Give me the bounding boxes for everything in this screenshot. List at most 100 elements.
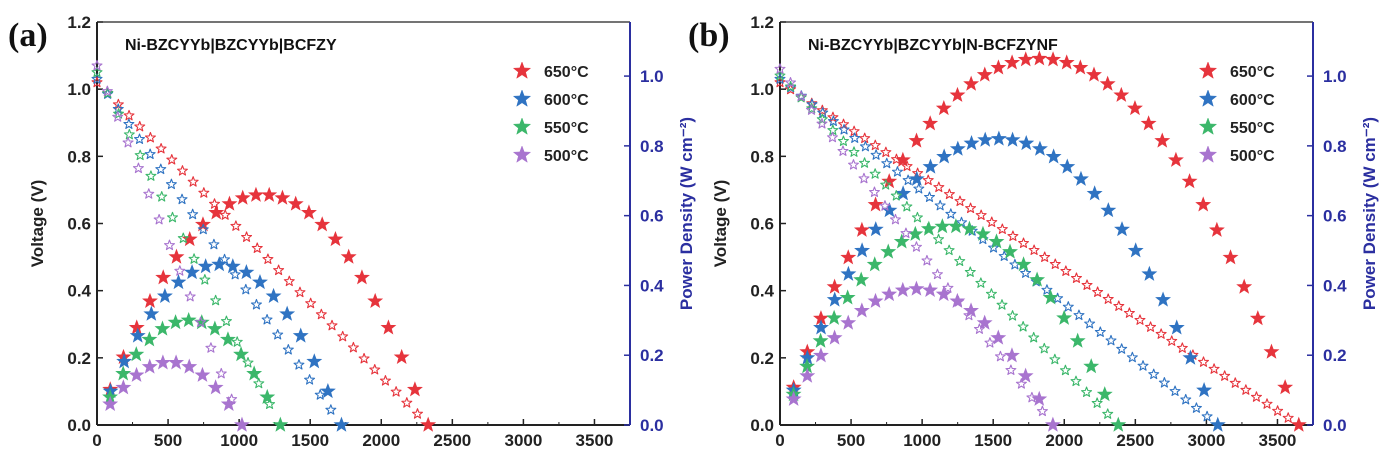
- power-point: [194, 366, 211, 382]
- voltage-point: [188, 253, 200, 264]
- voltage-point: [1219, 370, 1231, 381]
- voltage-point: [241, 231, 253, 242]
- power-point: [248, 186, 264, 202]
- panel-label: (a): [8, 17, 48, 54]
- voltage-point: [1134, 314, 1146, 325]
- voltage-point: [1070, 272, 1082, 283]
- voltage-point: [1015, 378, 1027, 389]
- voltage-point: [774, 63, 786, 74]
- chart-panel-b: 0 500 1000 1500 2000 2500 3000 3500 0.0 0.2 0.4 0.6…: [688, 13, 1379, 450]
- y2-tick-label: 0.6: [640, 207, 664, 226]
- voltage-point: [774, 76, 786, 88]
- voltage-point: [774, 69, 786, 81]
- voltage-point: [1059, 364, 1071, 376]
- power-point: [840, 265, 857, 281]
- power-point: [168, 354, 185, 370]
- voltage-point: [187, 208, 199, 220]
- voltage-point: [253, 377, 265, 389]
- power-point: [976, 314, 993, 330]
- voltage-point: [166, 154, 178, 165]
- voltage-point: [122, 136, 134, 148]
- legend-label: 550°C: [1230, 120, 1275, 137]
- voltage-point: [1038, 342, 1050, 354]
- power-point: [880, 243, 897, 259]
- voltage-point: [934, 199, 946, 211]
- voltage-point: [1145, 321, 1157, 332]
- y-tick-label: 0.0: [750, 416, 774, 435]
- voltage-point: [847, 159, 859, 170]
- voltage-point: [880, 146, 892, 158]
- power-point: [949, 292, 966, 308]
- voltage-point: [358, 352, 370, 364]
- voltage-point: [795, 90, 807, 102]
- voltage-point: [996, 223, 1008, 235]
- voltage-point: [986, 216, 998, 228]
- power-point: [234, 416, 250, 432]
- voltage-point: [273, 264, 285, 276]
- voltage-point: [1081, 386, 1093, 398]
- voltage-point: [220, 315, 232, 327]
- voltage-point: [1137, 360, 1149, 371]
- power-point: [908, 280, 925, 296]
- y2-tick-label: 0.6: [1323, 207, 1347, 226]
- power-point: [167, 314, 184, 330]
- power-point: [265, 287, 282, 303]
- voltage-point: [889, 213, 901, 225]
- voltage-point: [1049, 258, 1061, 269]
- voltage-point: [984, 337, 996, 348]
- y-axis-title: Voltage (V): [711, 180, 730, 268]
- power-point: [1004, 54, 1021, 70]
- voltage-point: [123, 109, 135, 121]
- x-tick-label: 2500: [433, 431, 471, 450]
- power-point: [1196, 381, 1213, 398]
- power-point: [963, 75, 980, 91]
- voltage-point: [195, 316, 207, 328]
- y-tick-label: 1.2: [67, 13, 91, 32]
- voltage-point: [1155, 328, 1167, 339]
- voltage-point: [975, 209, 987, 221]
- power-point: [353, 269, 370, 285]
- voltage-point: [1070, 375, 1082, 387]
- voltage-point: [964, 266, 976, 277]
- power-point: [1181, 173, 1198, 189]
- voltage-point: [91, 73, 103, 84]
- power-point: [238, 264, 255, 280]
- voltage-point: [326, 319, 338, 331]
- power-point: [141, 358, 158, 374]
- voltage-point: [921, 254, 933, 266]
- voltage-point: [774, 73, 786, 84]
- voltage-point: [1113, 300, 1125, 311]
- power-point: [1114, 221, 1130, 237]
- voltage-point: [315, 308, 327, 320]
- voltage-point: [881, 157, 893, 169]
- power-point: [1002, 243, 1018, 259]
- legend-label: 550°C: [544, 120, 589, 137]
- power-point: [367, 292, 384, 308]
- x-tick-label: 1500: [291, 431, 329, 450]
- series-0: [91, 76, 437, 432]
- legend-marker: [1198, 117, 1218, 135]
- power-point: [1017, 51, 1034, 67]
- power-point: [920, 220, 937, 236]
- x-tick-label: 2000: [1045, 431, 1083, 450]
- power-point: [840, 249, 857, 265]
- power-point: [977, 131, 994, 147]
- voltage-point: [1208, 363, 1220, 374]
- power-point: [279, 305, 296, 321]
- power-point: [1069, 332, 1086, 348]
- voltage-point: [163, 239, 175, 251]
- y2-tick-label: 0.0: [1323, 416, 1347, 435]
- voltage-point: [176, 165, 188, 176]
- power-point: [233, 346, 250, 362]
- voltage-point: [1102, 408, 1114, 419]
- voltage-point: [849, 132, 861, 143]
- voltage-point: [785, 80, 797, 92]
- power-point: [246, 365, 263, 381]
- voltage-point: [205, 342, 217, 353]
- power-point: [252, 273, 268, 290]
- power-point: [839, 289, 856, 305]
- power-point: [292, 327, 309, 343]
- voltage-point: [293, 359, 305, 370]
- y-tick-label: 0.2: [67, 349, 91, 368]
- power-point: [1045, 51, 1061, 67]
